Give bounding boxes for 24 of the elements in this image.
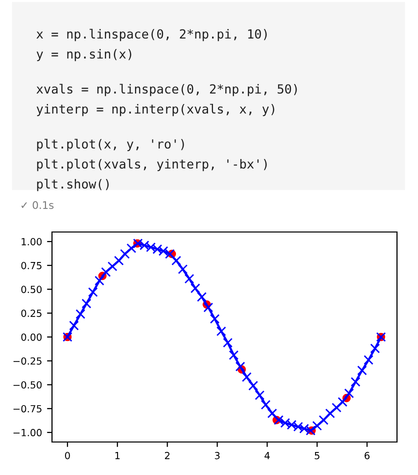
text: ✓ 0.1s — [22, 201, 54, 210]
text: plt.show() — [37, 178, 109, 192]
x-tick-label: 5 — [314, 452, 320, 460]
text: y = np.sin(x) — [36, 48, 132, 62]
y-tick-label: −1.00 — [14, 428, 42, 436]
x-tick-label: 1 — [115, 452, 120, 460]
y-tick-label: 0.50 — [21, 286, 42, 294]
y-tick-label: −0.25 — [14, 357, 42, 365]
y-tick-label: 0.25 — [21, 310, 42, 317]
y-tick-label: 0.75 — [21, 262, 42, 270]
x-tick-label: 2 — [164, 452, 170, 460]
text: plt.plot(x, y, 'ro') — [37, 138, 184, 152]
x-tick-label: 6 — [364, 452, 370, 460]
y-tick-label: −0.50 — [14, 381, 42, 389]
x-tick-label: 0 — [65, 452, 70, 460]
y-tick-label: −0.75 — [14, 405, 42, 412]
text: xvals = np.linspace(0, 2*np.pi, 50) — [36, 84, 297, 96]
x-tick-label: 3 — [214, 452, 220, 460]
text: plt.plot(xvals, yinterp, '-bx') — [37, 158, 267, 172]
y-tick-label: 0.00 — [21, 333, 42, 341]
y-tick-label: 1.00 — [22, 238, 42, 246]
text: yinterp = np.interp(xvals, x, y) — [36, 104, 274, 116]
x-tick-label: 4 — [264, 452, 270, 460]
text: x = np.linspace(0, 2*np.pi, 10) — [36, 28, 267, 42]
